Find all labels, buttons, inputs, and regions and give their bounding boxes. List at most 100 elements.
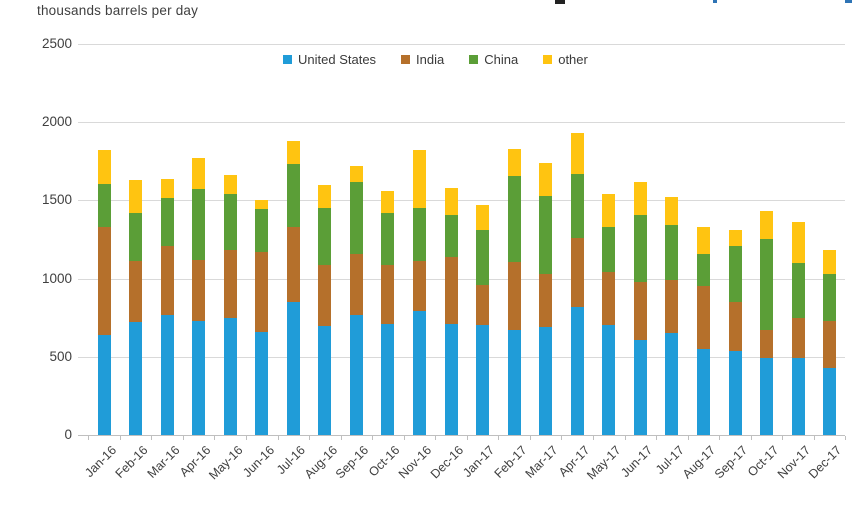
cropped-title-fragment: [713, 0, 717, 3]
bar-segment-united-states: [129, 322, 142, 435]
bar-May-17: [602, 194, 615, 435]
legend-swatch-icon: [401, 55, 411, 64]
bar-segment-china: [634, 214, 647, 282]
bar-segment-india: [665, 280, 678, 334]
x-axis-tick: [845, 436, 846, 440]
bar-segment-other: [318, 185, 331, 209]
bar-segment-united-states: [665, 333, 678, 435]
bar-segment-india: [508, 261, 521, 331]
x-axis-tick: [214, 436, 215, 440]
x-axis-tick: [183, 436, 184, 440]
bar-segment-india: [792, 317, 805, 359]
legend-item-united-states: United States: [283, 52, 376, 67]
bar-segment-india: [445, 256, 458, 325]
bar-Oct-17: [760, 211, 773, 435]
legend-item-china: China: [469, 52, 518, 67]
bar-Dec-16: [445, 188, 458, 435]
legend-label: India: [416, 52, 445, 67]
bar-segment-other: [760, 211, 773, 240]
x-axis-tick: [561, 436, 562, 440]
bar-Jun-17: [634, 182, 647, 435]
gridline-y-1500: [78, 200, 845, 201]
x-axis-line: [78, 435, 845, 436]
bar-segment-other: [508, 149, 521, 176]
y-axis-tick-label: 500: [49, 349, 72, 364]
bar-segment-china: [413, 207, 426, 262]
x-axis-label-Jan-16: Jan-16: [81, 443, 119, 480]
x-axis-tick: [278, 436, 279, 440]
x-axis-tick: [88, 436, 89, 440]
x-axis-tick: [593, 436, 594, 440]
bar-segment-china: [760, 239, 773, 331]
legend-label: China: [484, 52, 519, 67]
x-axis-label-Jun-17: Jun-17: [618, 443, 656, 480]
gridline-y-500: [78, 357, 845, 358]
x-axis-label-Mar-17: Mar-17: [522, 443, 561, 481]
bar-Jan-16: [98, 150, 111, 435]
bar-segment-other: [381, 191, 394, 213]
bar-Apr-16: [192, 158, 205, 435]
x-axis-label-Aug-16: Aug-16: [301, 443, 340, 482]
x-axis-tick: [814, 436, 815, 440]
bar-Aug-16: [318, 185, 331, 435]
bar-segment-other: [823, 250, 836, 274]
bar-segment-china: [823, 273, 836, 321]
bar-Jul-17: [665, 197, 678, 435]
bar-Dec-17: [823, 250, 836, 435]
bar-segment-india: [192, 259, 205, 321]
bar-segment-china: [255, 209, 268, 252]
bar-segment-china: [508, 175, 521, 262]
bar-segment-united-states: [350, 314, 363, 435]
bar-segment-china: [129, 212, 142, 262]
x-axis-tick: [688, 436, 689, 440]
y-axis-units-label: thousands barrels per day: [37, 3, 199, 18]
bar-segment-united-states: [255, 331, 268, 435]
bar-segment-india: [161, 246, 174, 315]
x-axis-tick: [751, 436, 752, 440]
bar-segment-other: [161, 179, 174, 198]
bar-segment-united-states: [760, 358, 773, 435]
bar-segment-other: [792, 222, 805, 263]
bar-Nov-17: [792, 222, 805, 435]
bar-segment-china: [318, 208, 331, 265]
bar-segment-other: [539, 163, 552, 196]
bar-Mar-17: [539, 163, 552, 435]
bar-segment-china: [602, 226, 615, 273]
bar-segment-united-states: [729, 350, 742, 435]
bar-segment-india: [697, 286, 710, 349]
bar-segment-india: [381, 264, 394, 324]
bar-segment-china: [697, 253, 710, 287]
bar-segment-other: [255, 200, 268, 210]
legend-label: United States: [298, 52, 377, 67]
bar-Jan-17: [476, 205, 489, 435]
bar-segment-other: [697, 227, 710, 254]
bar-Apr-17: [571, 133, 584, 435]
bar-segment-india: [413, 261, 426, 312]
bar-segment-india: [571, 237, 584, 307]
bar-segment-other: [476, 205, 489, 231]
x-axis-tick: [341, 436, 342, 440]
x-axis-tick: [530, 436, 531, 440]
bar-segment-china: [665, 225, 678, 280]
x-axis-tick: [719, 436, 720, 440]
gridline-y-1000: [78, 279, 845, 280]
bar-segment-china: [192, 189, 205, 260]
x-axis-label-Oct-17: Oct-17: [745, 443, 782, 480]
bar-segment-india: [129, 261, 142, 323]
x-axis-label-Mar-16: Mar-16: [144, 443, 183, 481]
bar-segment-united-states: [792, 358, 805, 435]
bar-segment-other: [192, 158, 205, 190]
bar-segment-united-states: [413, 311, 426, 435]
bar-segment-india: [476, 284, 489, 326]
bar-segment-other: [350, 166, 363, 182]
bar-segment-other: [729, 230, 742, 246]
legend-swatch-icon: [283, 55, 292, 64]
legend-item-india: India: [401, 52, 444, 67]
bar-segment-other: [445, 188, 458, 215]
bar-segment-india: [539, 274, 552, 328]
y-axis-tick-label: 1000: [41, 271, 72, 286]
x-axis-label-Sep-17: Sep-17: [711, 443, 750, 482]
x-axis-label-Feb-16: Feb-16: [112, 443, 151, 481]
bar-segment-china: [287, 164, 300, 228]
legend-swatch-icon: [543, 55, 553, 64]
